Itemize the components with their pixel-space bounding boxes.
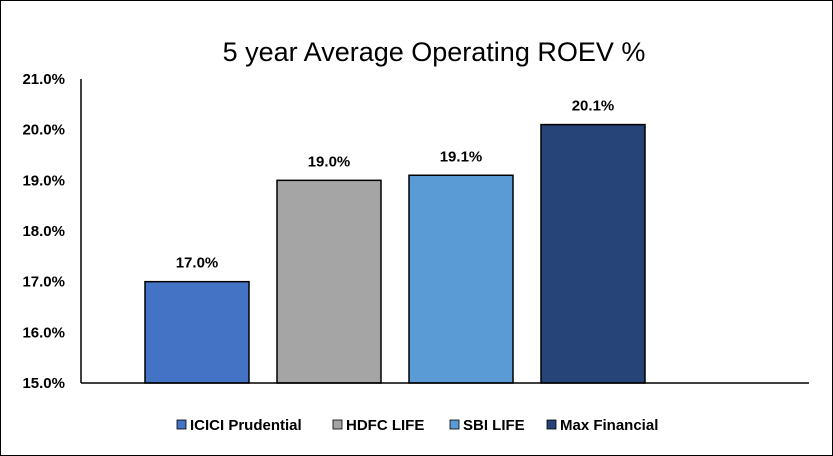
legend-label: SBI LIFE (463, 417, 525, 434)
legend-label: HDFC LIFE (346, 417, 424, 434)
data-label: 19.1% (440, 148, 483, 165)
data-label: 20.1% (572, 98, 615, 115)
legend-swatch (546, 419, 557, 430)
data-label: 19.0% (308, 153, 351, 170)
y-tick-label: 15.0% (22, 375, 65, 392)
y-axis-ticks: 15.0% 16.0% 17.0% 18.0% 19.0% 20.0% 21.0% (22, 71, 65, 392)
bar-max-financial (540, 123, 646, 384)
y-tick-label: 21.0% (22, 71, 65, 88)
bar-hdfc-life (276, 179, 382, 384)
legend-label: ICICI Prudential (190, 417, 302, 434)
chart-title: 5 year Average Operating ROEV % (223, 37, 646, 67)
data-label: 17.0% (176, 255, 219, 272)
legend-swatch (176, 419, 187, 430)
y-tick-label: 18.0% (22, 223, 65, 240)
bar-sbi-life (408, 174, 514, 384)
bar-icici-prudential (144, 280, 250, 384)
y-tick-label: 16.0% (22, 324, 65, 341)
y-tick-label: 20.0% (22, 122, 65, 139)
legend-swatch (332, 419, 343, 430)
legend: ICICI Prudential HDFC LIFE SBI LIFE Max Fin… (176, 417, 658, 434)
y-tick-label: 19.0% (22, 172, 65, 189)
y-tick-label: 17.0% (22, 274, 65, 291)
legend-swatch (449, 419, 460, 430)
bars-group (144, 123, 646, 384)
data-labels-group: 17.0% 19.0% 19.1% 20.1% (176, 98, 615, 272)
legend-label: Max Financial (560, 417, 658, 434)
